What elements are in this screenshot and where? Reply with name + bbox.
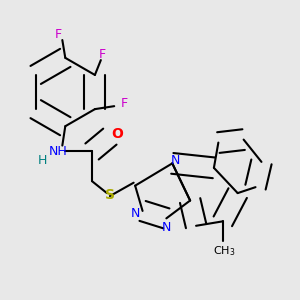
Text: S: S [105, 188, 115, 202]
Text: NH: NH [49, 145, 67, 158]
Text: N: N [162, 221, 171, 234]
Text: H: H [38, 154, 47, 167]
Text: F: F [121, 97, 128, 110]
Text: F: F [99, 48, 106, 61]
Text: O: O [111, 127, 123, 141]
Text: N: N [171, 154, 180, 167]
Text: CH$_3$: CH$_3$ [213, 244, 236, 258]
Text: N: N [130, 207, 140, 220]
Text: F: F [54, 28, 61, 40]
